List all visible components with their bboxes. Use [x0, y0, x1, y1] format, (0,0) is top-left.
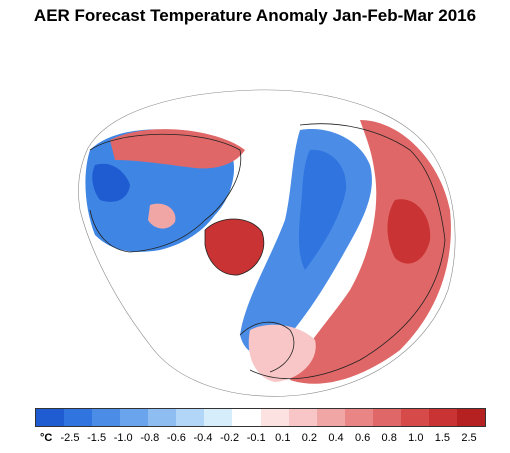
colorbar-tick-label: 1.5 [434, 432, 451, 444]
eurasia-cold-core [298, 149, 347, 270]
colorbar-swatch [316, 409, 345, 426]
colorbar-tick-label: -0.4 [193, 432, 213, 444]
colorbar-unit: °C [40, 432, 53, 444]
colorbar-tick-label: 0.4 [328, 432, 344, 444]
colorbar-tick-label: -0.2 [220, 432, 240, 444]
colorbar-swatch [176, 409, 205, 426]
colorbar-swatch [456, 409, 485, 426]
colorbar-tick-label: 1.0 [408, 432, 424, 444]
colorbar-swatch [92, 409, 121, 426]
us-west-warm [148, 203, 176, 229]
colorbar-swatch [64, 409, 93, 426]
colorbar-swatch [204, 409, 233, 426]
colorbar-swatch [372, 409, 401, 426]
colorbar-swatch [148, 409, 177, 426]
canada-warm-band [110, 129, 245, 169]
colorbar-tick-label: -1.0 [113, 432, 133, 444]
colorbar-tick-label: 0.2 [301, 432, 318, 444]
colorbar-swatch [288, 409, 317, 426]
colorbar-swatch [344, 409, 373, 426]
colorbar-tick-label: -0.6 [166, 432, 186, 444]
europe-mixed [248, 324, 316, 382]
colorbar-tick-label: 0.8 [381, 432, 397, 444]
colorbar-swatch [36, 409, 65, 426]
greenland-warm [205, 218, 264, 276]
anomaly-map [78, 89, 456, 397]
europe-coast [239, 321, 295, 373]
colorbar [35, 408, 486, 427]
siberia-warm-core [387, 199, 431, 264]
colorbar-swatch [428, 409, 457, 426]
map-disk-outline [78, 89, 456, 397]
colorbar-tick-label: 2.5 [461, 432, 477, 444]
colorbar-tick-label: 0.1 [275, 432, 291, 444]
asia-warm [290, 120, 451, 384]
colorbar-tick-label: -1.5 [87, 432, 107, 444]
eurasia-coast [249, 123, 446, 380]
colorbar-swatch [260, 409, 289, 426]
greenland-coast [204, 218, 264, 276]
colorbar-swatch [232, 409, 261, 426]
colorbar-tick-label: -0.8 [140, 432, 160, 444]
colorbar-tick-label: 0.6 [354, 432, 371, 444]
alaska-blue [92, 163, 130, 202]
colorbar-labels: -2.5 -1.5 -1.0 -0.8 -0.6 -0.4 -0.2 -0.1 0.1 0.2 0.… [0, 432, 510, 448]
colorbar-tick-label: -0.1 [246, 432, 266, 444]
colorbar-swatch [120, 409, 149, 426]
na-coast [89, 133, 242, 253]
colorbar-swatch [400, 409, 429, 426]
map-title: AER Forecast Temperature Anomaly Jan-Feb… [33, 6, 477, 25]
colorbar-tick-label: -2.5 [60, 432, 80, 444]
